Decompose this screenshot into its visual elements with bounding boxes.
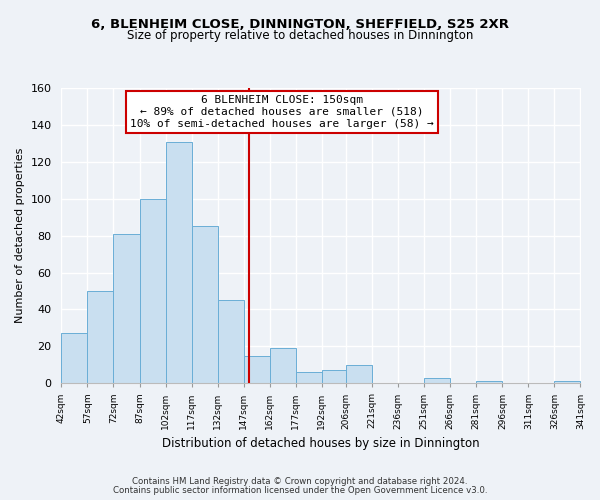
Bar <box>270 348 296 384</box>
Bar <box>140 198 166 384</box>
Bar <box>88 291 113 384</box>
Bar <box>322 370 346 384</box>
Bar <box>476 382 502 384</box>
Bar <box>346 365 372 384</box>
Bar <box>191 226 218 384</box>
Bar <box>296 372 322 384</box>
Text: Contains public sector information licensed under the Open Government Licence v3: Contains public sector information licen… <box>113 486 487 495</box>
Bar <box>424 378 450 384</box>
Bar <box>166 142 191 384</box>
Text: 6, BLENHEIM CLOSE, DINNINGTON, SHEFFIELD, S25 2XR: 6, BLENHEIM CLOSE, DINNINGTON, SHEFFIELD… <box>91 18 509 30</box>
Bar <box>113 234 140 384</box>
Text: Contains HM Land Registry data © Crown copyright and database right 2024.: Contains HM Land Registry data © Crown c… <box>132 477 468 486</box>
Bar <box>554 382 580 384</box>
X-axis label: Distribution of detached houses by size in Dinnington: Distribution of detached houses by size … <box>162 437 480 450</box>
Bar <box>244 356 270 384</box>
Text: 6 BLENHEIM CLOSE: 150sqm
← 89% of detached houses are smaller (518)
10% of semi-: 6 BLENHEIM CLOSE: 150sqm ← 89% of detach… <box>130 96 434 128</box>
Y-axis label: Number of detached properties: Number of detached properties <box>15 148 25 324</box>
Text: Size of property relative to detached houses in Dinnington: Size of property relative to detached ho… <box>127 29 473 42</box>
Bar <box>218 300 244 384</box>
Bar <box>61 334 88 384</box>
